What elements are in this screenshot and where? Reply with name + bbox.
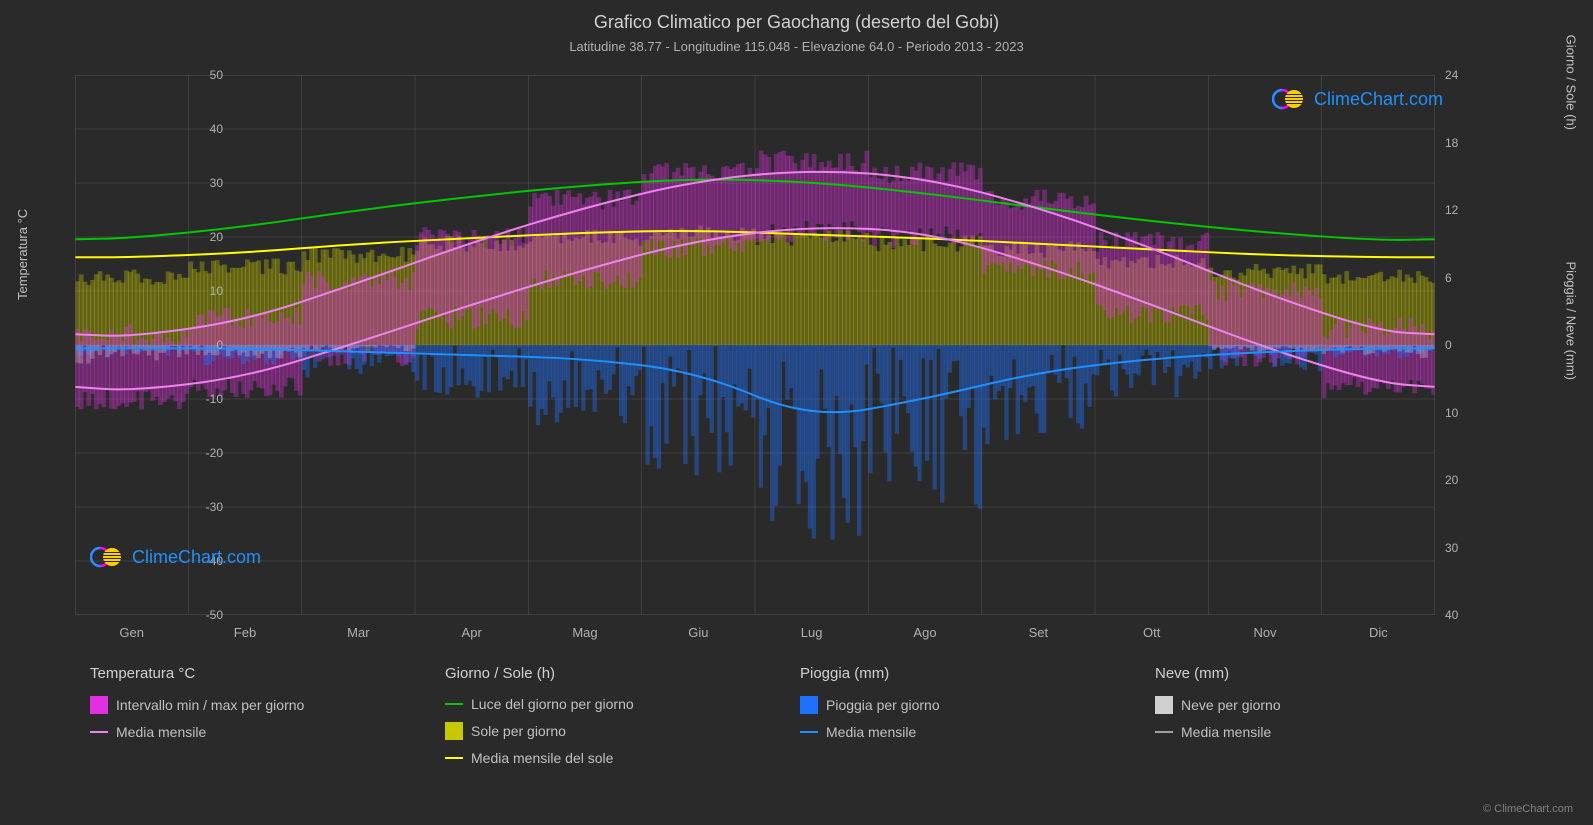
- watermark-text: ClimeChart.com: [132, 547, 261, 568]
- watermark-logo-bottom: ClimeChart.com: [90, 545, 261, 569]
- watermark-logo-top: ClimeChart.com: [1272, 87, 1443, 111]
- y-tick-left: -20: [206, 446, 223, 460]
- legend-header: Giorno / Sole (h): [445, 665, 780, 682]
- y-tick-right-hours: 0: [1445, 338, 1452, 352]
- x-tick-month: Mag: [572, 625, 597, 640]
- legend-item: Pioggia per giorno: [800, 696, 1135, 714]
- copyright: © ClimeChart.com: [1483, 803, 1573, 815]
- y-tick-right-hours: 24: [1445, 68, 1458, 82]
- legend-swatch: [800, 731, 818, 733]
- legend-label: Media mensile: [116, 724, 206, 740]
- chart-svg: [75, 75, 1435, 615]
- x-tick-month: Ago: [913, 625, 936, 640]
- y-tick-right-precip: 40: [1445, 608, 1458, 622]
- legend-label: Pioggia per giorno: [826, 697, 940, 713]
- chart-title: Grafico Climatico per Gaochang (deserto …: [0, 0, 1593, 33]
- legend-swatch: [1155, 696, 1173, 714]
- legend-header: Pioggia (mm): [800, 665, 1135, 682]
- x-tick-month: Gen: [119, 625, 144, 640]
- legend: Temperatura °C Intervallo min / max per g…: [90, 665, 1490, 776]
- legend-header: Temperatura °C: [90, 665, 425, 682]
- legend-item: Neve per giorno: [1155, 696, 1490, 714]
- y-tick-right-precip: 30: [1445, 541, 1458, 555]
- legend-item: Media mensile: [800, 724, 1135, 740]
- legend-label: Sole per giorno: [471, 723, 566, 739]
- x-tick-month: Set: [1029, 625, 1049, 640]
- y-tick-left: -10: [206, 392, 223, 406]
- y-tick-left: 10: [210, 284, 223, 298]
- legend-label: Media mensile: [1181, 724, 1271, 740]
- x-tick-month: Dic: [1369, 625, 1388, 640]
- x-tick-month: Nov: [1253, 625, 1276, 640]
- legend-label: Luce del giorno per giorno: [471, 696, 634, 712]
- chart-subtitle: Latitudine 38.77 - Longitudine 115.048 -…: [0, 33, 1593, 54]
- legend-column: Temperatura °C Intervallo min / max per g…: [90, 665, 425, 776]
- legend-swatch: [1155, 731, 1173, 733]
- legend-label: Intervallo min / max per giorno: [116, 697, 304, 713]
- legend-column: Giorno / Sole (h) Luce del giorno per gio…: [445, 665, 780, 776]
- y-tick-right-precip: 10: [1445, 406, 1458, 420]
- legend-item: Media mensile: [1155, 724, 1490, 740]
- y-tick-left: 0: [216, 338, 223, 352]
- legend-swatch: [445, 722, 463, 740]
- legend-header: Neve (mm): [1155, 665, 1490, 682]
- y-tick-right-precip: 20: [1445, 473, 1458, 487]
- legend-swatch: [90, 731, 108, 733]
- y-tick-left: -30: [206, 500, 223, 514]
- legend-swatch: [800, 696, 818, 714]
- x-tick-month: Mar: [347, 625, 369, 640]
- logo-icon: [90, 545, 126, 569]
- legend-column: Pioggia (mm) Pioggia per giorno Media mens…: [800, 665, 1135, 776]
- chart-plot-area: [75, 75, 1435, 615]
- logo-icon: [1272, 87, 1308, 111]
- legend-item: Media mensile del sole: [445, 750, 780, 766]
- legend-swatch: [90, 696, 108, 714]
- y-axis-left-label: Temperatura °C: [15, 209, 30, 300]
- y-tick-left: 40: [210, 122, 223, 136]
- legend-item: Intervallo min / max per giorno: [90, 696, 425, 714]
- y-axis-right-bottom-label: Pioggia / Neve (mm): [1563, 262, 1578, 380]
- legend-label: Neve per giorno: [1181, 697, 1281, 713]
- y-tick-left: 50: [210, 68, 223, 82]
- y-tick-left: 30: [210, 176, 223, 190]
- y-tick-right-hours: 12: [1445, 203, 1458, 217]
- legend-swatch: [445, 703, 463, 705]
- x-tick-month: Giu: [688, 625, 708, 640]
- legend-item: Media mensile: [90, 724, 425, 740]
- legend-item: Luce del giorno per giorno: [445, 696, 780, 712]
- x-tick-month: Ott: [1143, 625, 1160, 640]
- x-tick-month: Apr: [462, 625, 482, 640]
- legend-column: Neve (mm) Neve per giorno Media mensile: [1155, 665, 1490, 776]
- y-tick-right-hours: 6: [1445, 271, 1452, 285]
- watermark-text: ClimeChart.com: [1314, 89, 1443, 110]
- x-tick-month: Feb: [234, 625, 256, 640]
- x-tick-month: Lug: [801, 625, 823, 640]
- y-tick-left: 20: [210, 230, 223, 244]
- legend-label: Media mensile: [826, 724, 916, 740]
- y-tick-left: -50: [206, 608, 223, 622]
- legend-label: Media mensile del sole: [471, 750, 613, 766]
- y-tick-right-hours: 18: [1445, 136, 1458, 150]
- y-axis-right-top-label: Giorno / Sole (h): [1563, 35, 1578, 130]
- legend-item: Sole per giorno: [445, 722, 780, 740]
- legend-swatch: [445, 757, 463, 759]
